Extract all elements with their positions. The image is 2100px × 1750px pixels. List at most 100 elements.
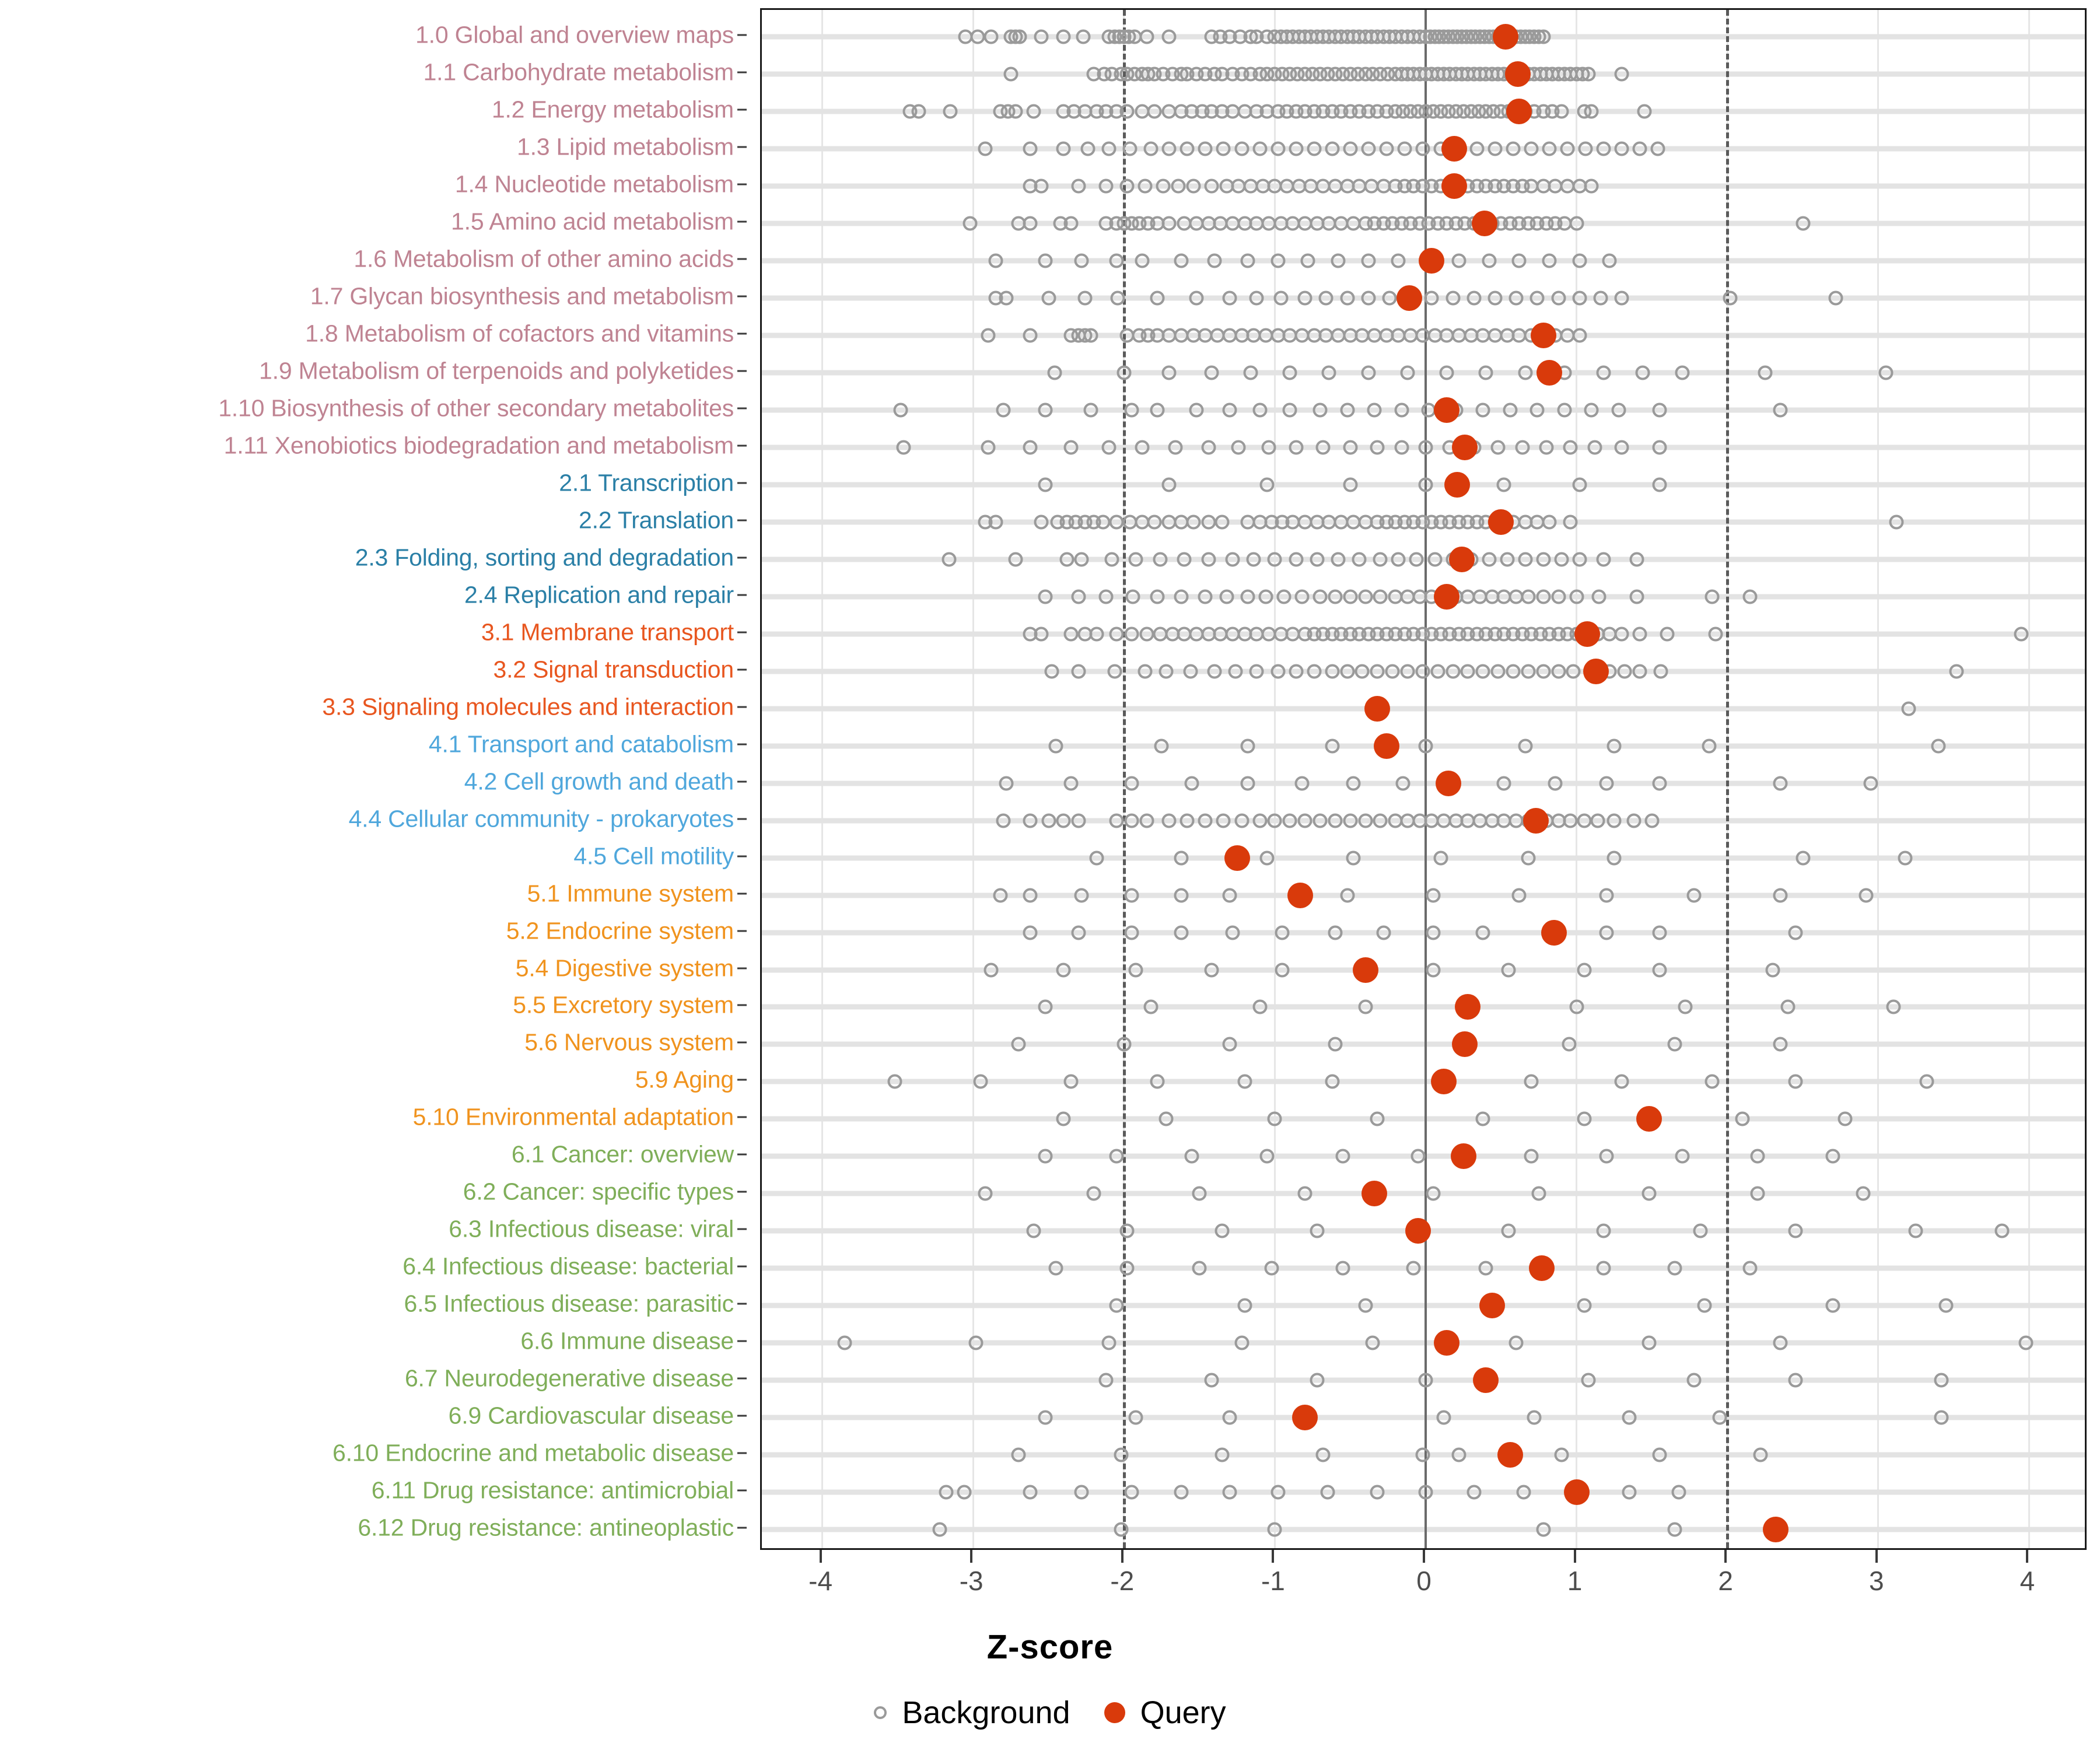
query-point[interactable] <box>1441 173 1468 199</box>
background-point <box>1994 1223 2010 1238</box>
background-point <box>1391 253 1406 268</box>
background-point <box>1508 290 1524 306</box>
legend-item-query[interactable]: Query <box>1104 1695 1226 1731</box>
query-point[interactable] <box>1636 1106 1662 1132</box>
gridline-x-1 <box>1576 10 1578 1548</box>
query-point[interactable] <box>1292 1405 1318 1431</box>
background-point <box>1219 589 1234 604</box>
query-point[interactable] <box>1479 1293 1505 1319</box>
background-point <box>1667 1037 1682 1052</box>
background-point <box>1101 1335 1116 1350</box>
background-point <box>1436 1410 1451 1425</box>
background-point <box>1119 104 1135 119</box>
query-point[interactable] <box>1563 1479 1590 1506</box>
query-point[interactable] <box>1396 285 1422 311</box>
background-point <box>1370 1111 1385 1126</box>
query-point[interactable] <box>1452 434 1478 460</box>
query-point[interactable] <box>1444 471 1471 498</box>
x-axis-tick-0 <box>1423 1550 1425 1563</box>
query-point[interactable] <box>1506 98 1532 124</box>
query-point[interactable] <box>1373 733 1399 759</box>
y-axis-label: 1.5 Amino acid metabolism <box>451 208 734 235</box>
background-point <box>1521 850 1536 866</box>
query-point[interactable] <box>1583 658 1609 684</box>
background-point <box>1340 888 1355 903</box>
query-point[interactable] <box>1224 845 1250 871</box>
background-point <box>1506 664 1521 679</box>
y-axis-label: 1.2 Energy metabolism <box>491 96 734 123</box>
background-point <box>1569 999 1584 1014</box>
background-point <box>1569 589 1584 604</box>
background-point <box>1270 141 1286 156</box>
query-point[interactable] <box>1435 770 1461 796</box>
background-point <box>1297 813 1312 828</box>
background-point <box>1584 178 1599 194</box>
background-point <box>1041 813 1056 828</box>
background-point <box>1124 813 1139 828</box>
background-point <box>1034 514 1049 530</box>
query-point[interactable] <box>1493 24 1519 50</box>
query-point[interactable] <box>1449 546 1475 572</box>
query-point[interactable] <box>1504 61 1531 87</box>
legend-item-background[interactable]: Background <box>874 1695 1070 1731</box>
background-point <box>1506 141 1521 156</box>
query-point[interactable] <box>1352 957 1378 983</box>
query-point[interactable] <box>1529 1255 1555 1282</box>
background-point <box>1086 1186 1101 1201</box>
background-point <box>1063 216 1079 231</box>
background-point <box>1426 888 1441 903</box>
query-point[interactable] <box>1497 1442 1523 1468</box>
query-point[interactable] <box>1473 1367 1499 1394</box>
query-point[interactable] <box>1434 583 1460 610</box>
query-point[interactable] <box>1455 994 1481 1020</box>
query-point[interactable] <box>1530 322 1556 348</box>
query-point[interactable] <box>1364 695 1391 722</box>
query-point[interactable] <box>1452 1031 1478 1058</box>
background-point <box>1581 66 1596 82</box>
query-point[interactable] <box>1488 509 1514 535</box>
background-point <box>999 290 1014 306</box>
query-point[interactable] <box>1471 210 1497 236</box>
background-point <box>1161 365 1177 380</box>
background-point <box>1156 178 1171 194</box>
background-point <box>1150 402 1165 418</box>
background-point <box>1124 888 1139 903</box>
query-point[interactable] <box>1522 807 1549 834</box>
query-point[interactable] <box>1541 919 1567 946</box>
background-point <box>1908 1223 1923 1238</box>
background-point <box>1034 29 1049 44</box>
query-point[interactable] <box>1434 1330 1460 1356</box>
background-point <box>1204 365 1219 380</box>
query-point[interactable] <box>1362 1181 1388 1207</box>
gridline-row <box>762 1265 2085 1271</box>
background-point <box>1307 141 1322 156</box>
background-point <box>1539 440 1554 455</box>
query-point[interactable] <box>1419 247 1445 274</box>
query-point[interactable] <box>1405 1218 1432 1244</box>
query-point[interactable] <box>1574 621 1600 647</box>
query-point[interactable] <box>1287 882 1314 908</box>
gridline-row <box>762 295 2085 301</box>
y-axis-tick <box>737 34 747 36</box>
background-point <box>1602 253 1617 268</box>
background-point <box>1343 813 1358 828</box>
gridline-row <box>762 1004 2085 1010</box>
background-point <box>1261 440 1276 455</box>
background-point <box>1466 1485 1482 1500</box>
background-point <box>1599 925 1614 940</box>
query-point[interactable] <box>1450 1143 1476 1170</box>
query-point[interactable] <box>1441 135 1468 162</box>
background-point <box>1198 141 1213 156</box>
query-point[interactable] <box>1434 397 1460 423</box>
background-point <box>1110 290 1125 306</box>
background-point <box>1312 402 1328 418</box>
query-point[interactable] <box>1762 1517 1788 1543</box>
background-point <box>1572 552 1587 567</box>
background-point <box>1536 29 1551 44</box>
y-axis-tick <box>737 1191 747 1193</box>
background-point <box>1788 1373 1803 1388</box>
query-point[interactable] <box>1431 1069 1457 1095</box>
query-point[interactable] <box>1536 359 1563 386</box>
background-point <box>1080 141 1096 156</box>
background-point <box>1475 664 1490 679</box>
